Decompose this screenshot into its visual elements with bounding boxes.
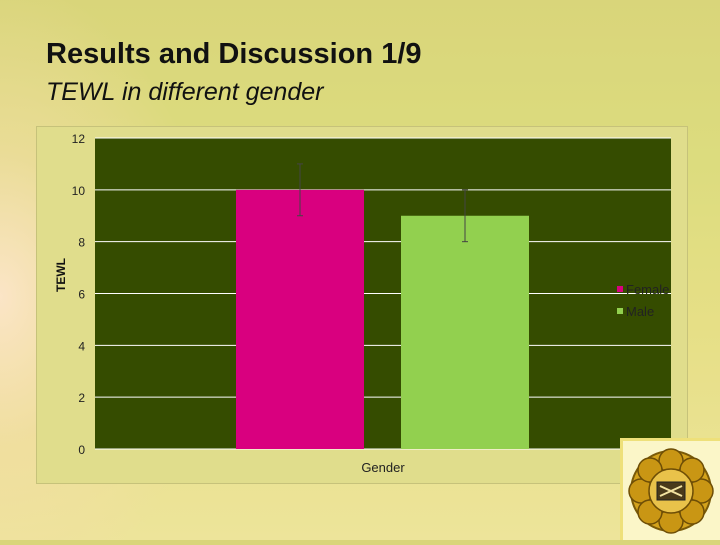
y-tick-label: 10 <box>72 184 86 198</box>
x-category-label: Gender <box>361 460 405 475</box>
logo-emblem-icon <box>628 448 714 534</box>
y-tick-label: 4 <box>78 339 85 353</box>
bar-male <box>401 215 529 449</box>
tewl-bar-chart: 0 2 4 6 8 10 12 Gender TEWL Female Male <box>54 132 671 475</box>
legend-label-male: Male <box>626 304 654 319</box>
slide-title: Results and Discussion 1/9 <box>46 38 422 70</box>
legend-label-female: Female <box>626 282 669 297</box>
y-axis-title: TEWL <box>54 258 68 292</box>
legend-swatch-female <box>617 286 623 292</box>
slide-subtitle: TEWL in different gender <box>46 78 324 106</box>
y-tick-label: 6 <box>78 288 85 302</box>
chart-panel: 0 2 4 6 8 10 12 Gender TEWL Female Male <box>36 126 688 484</box>
legend-swatch-male <box>617 308 623 314</box>
y-tick-label: 8 <box>78 236 85 250</box>
bar-female <box>236 189 364 450</box>
y-tick-label: 0 <box>78 443 85 457</box>
y-tick-label: 2 <box>78 391 85 405</box>
y-tick-label: 12 <box>72 132 86 146</box>
university-logo <box>620 438 720 540</box>
